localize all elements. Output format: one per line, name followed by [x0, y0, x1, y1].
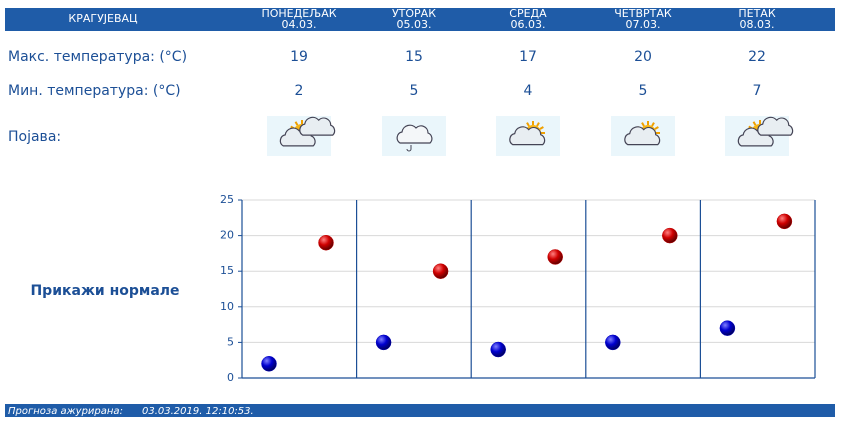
max-temp: 20	[634, 49, 652, 65]
row-label: Појава:	[8, 129, 61, 145]
footer-label: Прогноза ажурирана:	[8, 406, 123, 417]
min-point	[261, 356, 277, 372]
sun-ray	[526, 122, 530, 127]
cloud	[396, 124, 433, 144]
footer-timestamp: 03.03.2019. 12:10:53.	[142, 406, 254, 417]
weather-icon	[496, 116, 560, 156]
row-label: Мин. температура: (°C)	[8, 83, 181, 99]
rain	[406, 145, 412, 152]
day-name: СРЕДА	[509, 7, 547, 20]
min-temp: 5	[410, 83, 419, 99]
y-tick-label: 5	[227, 335, 234, 348]
day-name: ПОНЕДЕЉАК	[261, 7, 336, 20]
y-tick-label: 10	[220, 300, 234, 313]
city: КРАГУЈЕВАЦ	[68, 12, 138, 25]
weather-icon	[725, 116, 794, 156]
weather-icon	[611, 116, 675, 156]
day-name: ЧЕТВРТАК	[614, 7, 672, 20]
show-normals-link[interactable]: Прикажи нормале	[30, 283, 179, 299]
day-date: 08.03.	[740, 18, 775, 31]
sun-ray	[539, 126, 544, 130]
max-temp: 22	[748, 49, 766, 65]
min-temp: 2	[295, 83, 304, 99]
footer-bar	[5, 404, 835, 417]
max-temp: 17	[519, 49, 537, 65]
cloud	[509, 126, 546, 146]
min-point	[719, 320, 736, 336]
max-temp: 15	[405, 49, 423, 65]
day-date: 07.03.	[626, 18, 661, 31]
cloud	[624, 126, 661, 146]
min-temp: 5	[639, 83, 648, 99]
sun-ray	[536, 122, 540, 127]
min-point	[375, 334, 392, 351]
y-tick-label: 15	[220, 264, 234, 277]
day-name: УТОРАК	[392, 7, 436, 20]
max-point	[776, 213, 793, 230]
max-point	[662, 227, 678, 244]
day-date: 05.03.	[397, 18, 432, 31]
day-name: ПЕТАК	[738, 7, 775, 20]
max-point	[432, 263, 449, 279]
min-temp: 4	[524, 83, 533, 99]
sun-ray	[294, 121, 299, 126]
cloud	[299, 116, 336, 136]
min-point	[490, 341, 506, 358]
header-bar	[5, 8, 835, 31]
y-tick-label: 25	[220, 193, 234, 206]
day-date: 04.03.	[282, 18, 317, 31]
max-point	[547, 249, 563, 265]
row-label: Макс. температура: (°C)	[8, 49, 187, 65]
max-point	[318, 234, 334, 251]
sun-ray	[641, 122, 645, 127]
cloud	[757, 116, 794, 136]
weather-icon	[382, 116, 446, 156]
max-temp: 19	[290, 49, 308, 65]
sun-ray	[654, 126, 659, 130]
sun-ray	[651, 122, 655, 127]
min-point	[605, 334, 621, 351]
min-temp: 7	[753, 83, 762, 99]
sun-ray	[752, 121, 757, 126]
day-date: 06.03.	[511, 18, 546, 31]
y-tick-label: 20	[220, 229, 234, 242]
weather-icon	[267, 116, 336, 156]
y-tick-label: 0	[227, 371, 234, 384]
